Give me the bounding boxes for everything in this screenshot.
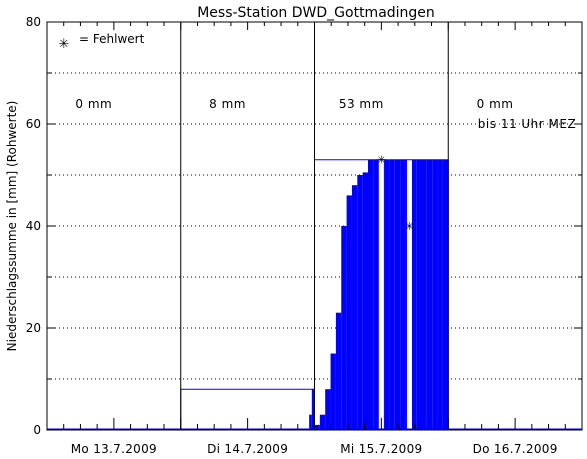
precipitation-bar xyxy=(384,159,390,430)
precipitation-bar xyxy=(421,159,427,430)
precipitation-bar xyxy=(437,159,443,430)
precipitation-bar xyxy=(319,414,326,430)
precipitation-bar xyxy=(416,159,422,430)
daily-total-label: 0 mm xyxy=(477,97,514,111)
precipitation-bar xyxy=(325,389,331,430)
daily-total-label: 53 mm xyxy=(339,97,384,111)
precipitation-bar xyxy=(309,414,312,430)
missing-value-marker: ✳ xyxy=(377,154,386,167)
x-tick-label: Do 16.7.2009 xyxy=(473,442,558,456)
precipitation-bar xyxy=(351,185,358,430)
x-tick-label: Mo 13.7.2009 xyxy=(71,442,157,456)
precipitation-bar xyxy=(400,159,406,430)
y-tick-label: 60 xyxy=(26,117,41,131)
y-tick-label: 0 xyxy=(33,423,41,437)
precipitation-bar xyxy=(357,175,363,430)
axes: 0 20 40 60 80 Mo 13.7.2009 Di 14.7.2009 Mi 15.7… xyxy=(26,15,583,456)
precipitation-bar xyxy=(341,226,347,430)
y-tick-label: 20 xyxy=(26,321,41,335)
precipitation-bar xyxy=(373,159,379,430)
missing-value-gap xyxy=(378,159,384,430)
daily-totals: 0 mm 8 mm 53 mm 0 mm xyxy=(75,97,513,111)
missing-value-legend-icon: ✳ xyxy=(59,37,70,52)
precipitation-bar xyxy=(314,424,320,430)
precipitation-bar xyxy=(335,312,342,430)
precipitation-bar xyxy=(426,159,433,430)
precipitation-bar xyxy=(311,389,315,430)
precipitation-bar xyxy=(346,195,352,430)
precipitation-bar xyxy=(330,353,336,430)
precipitation-bar xyxy=(410,159,417,430)
precipitation-bar xyxy=(368,159,374,430)
y-tick-label: 80 xyxy=(26,15,41,29)
legend-label: = Fehlwert xyxy=(79,32,145,46)
precipitation-bar xyxy=(389,159,395,430)
x-tick-label: Di 14.7.2009 xyxy=(207,442,288,456)
y-axis-label: Niederschlagssumme in [mm] (Rohwerte) xyxy=(5,101,19,352)
missing-value-marker: ✳ xyxy=(405,220,414,233)
precipitation-bar xyxy=(394,159,401,430)
legend: ✳ = Fehlwert xyxy=(59,32,145,52)
precipitation-bar xyxy=(362,172,368,430)
missing-value-gap xyxy=(406,159,412,430)
time-note: bis 11 Uhr MEZ xyxy=(478,117,576,131)
daily-total-label: 0 mm xyxy=(75,97,112,111)
y-tick-label: 40 xyxy=(26,219,41,233)
precipitation-bar xyxy=(432,159,438,430)
chart-title: Mess-Station DWD_Gottmadingen xyxy=(197,5,435,21)
precipitation-bar xyxy=(442,159,449,430)
daily-total-label: 8 mm xyxy=(209,97,246,111)
x-tick-label: Mi 15.7.2009 xyxy=(340,442,422,456)
